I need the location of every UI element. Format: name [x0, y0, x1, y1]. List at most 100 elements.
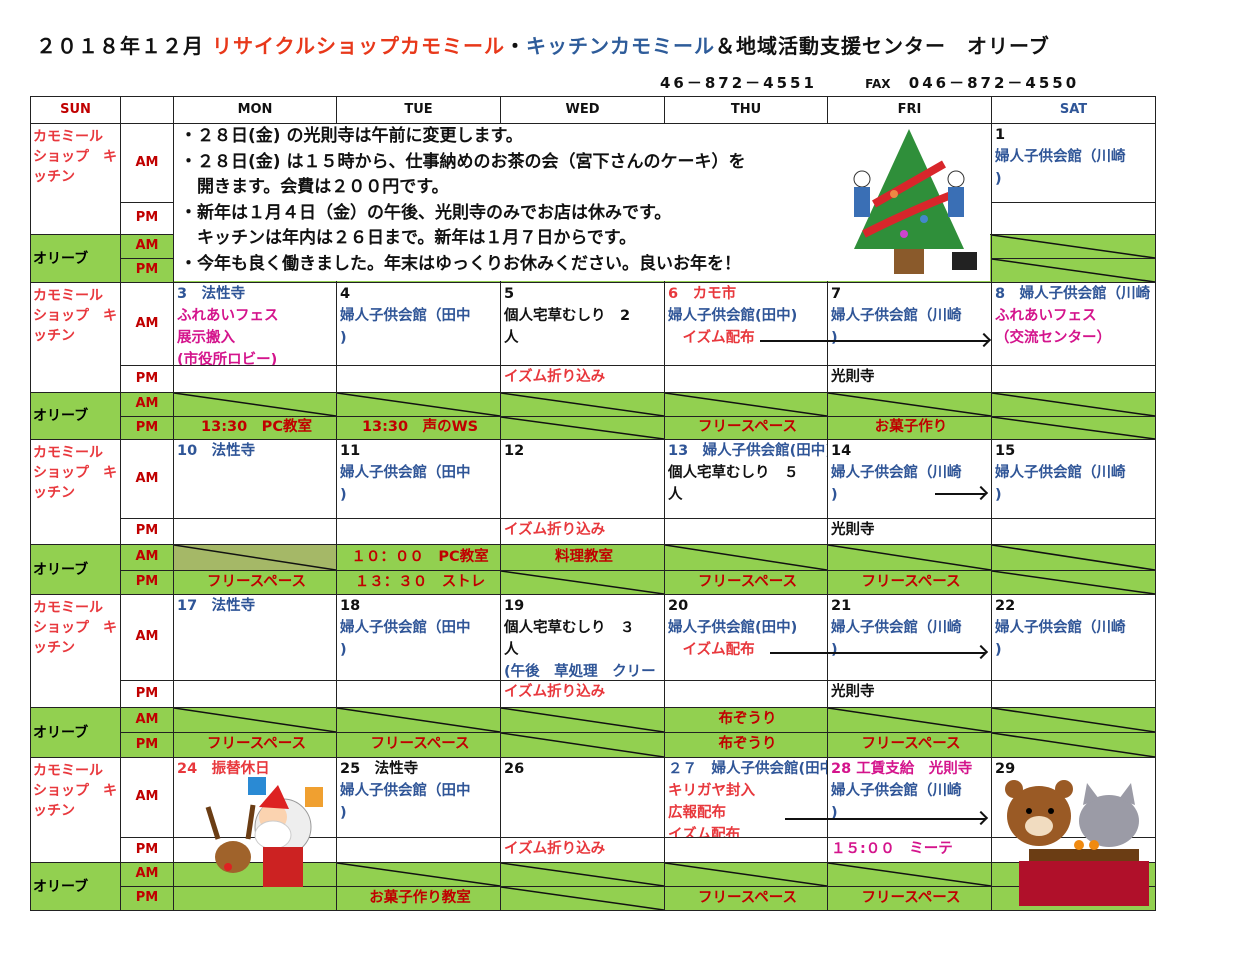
label-am: AM [120, 234, 174, 259]
not-scheduled-slash [992, 545, 1155, 570]
label-am: AM [120, 862, 174, 887]
olive-cell-pm: フリースペース [664, 570, 828, 595]
olive-cell-pm: 13:30 声のWS [336, 416, 501, 440]
olive-cell-pm [173, 886, 337, 911]
label-am: AM [120, 392, 174, 417]
day-entry: ) [995, 171, 1002, 187]
span-arrow [770, 652, 985, 654]
day-cell-am: 8 婦人子供会館（川崎 ふれあいフェス （交流センター） [991, 282, 1156, 366]
notice-line: ・新年は１月４日（金）の午後、光則寺のみでお店は休みです。 [180, 202, 672, 223]
day-entry: ) [995, 487, 1002, 503]
day-entry: ２７ 婦人子供会館(田中) [668, 761, 828, 777]
day-cell-am: 11 婦人子供会館（田中) [336, 439, 501, 519]
day-cell-pm [664, 680, 828, 708]
label-am: AM [120, 594, 174, 681]
olive-cell-am [664, 544, 828, 571]
day-entry: 婦人子供会館（川崎 [831, 620, 962, 636]
day-entry: 婦人子供会館（川崎 [831, 465, 962, 481]
day-entry: 人 [504, 330, 519, 346]
day-entry: 光則寺 [831, 684, 875, 700]
title-center: ＆地域活動支援センター オリーブ [714, 34, 1050, 58]
day-cell-am: 6 カモ市 婦人子供会館(田中) イズム配布 [664, 282, 828, 366]
day-cell-am: 1 婦人子供会館（川崎) [991, 123, 1156, 203]
olive-cell-pm: フリースペース [664, 886, 828, 911]
christmas-tree-illustration [853, 129, 977, 274]
day-entry: 21 [831, 598, 852, 614]
not-scheduled-slash [665, 863, 827, 886]
day-entry: 5 [504, 286, 515, 302]
label-am: AM [120, 123, 174, 203]
day-entry: 28 工賃支給 光則寺 [831, 761, 973, 777]
not-scheduled-slash [992, 571, 1155, 594]
olive-cell-am [173, 862, 337, 887]
day-entry: 3 法性寺 [177, 286, 246, 302]
olive-cell-am [991, 544, 1156, 571]
title-separator: ・ [504, 34, 526, 58]
header-tue: TUE [336, 96, 501, 124]
not-scheduled-slash [501, 733, 664, 757]
day-cell-pm [991, 680, 1156, 708]
olive-cell-pm: フリースペース [664, 416, 828, 440]
olive-cell-pm: フリースペース [336, 732, 501, 758]
row-label-kamomile: カモミール ショップ キッチン [30, 594, 121, 708]
olive-cell-pm [500, 732, 665, 758]
day-entry: 22 [995, 598, 1016, 614]
notice-line: ・２８日(金) は１５時から、仕事納めのお茶の会（宮下さんのケーキ）を [180, 151, 746, 172]
olive-cell-am [336, 707, 501, 733]
day-entry: ふれあいフェス [995, 308, 1097, 324]
day-cell-pm [173, 518, 337, 545]
label-pm: PM [120, 518, 174, 545]
span-arrow [935, 493, 985, 495]
not-scheduled-slash [337, 393, 500, 416]
olive-cell-am [827, 544, 992, 571]
day-cell-am: 26 [500, 757, 665, 838]
day-cell-pm [991, 202, 1156, 235]
not-scheduled-slash [828, 545, 991, 570]
day-entry: １５:００ ミーテ [831, 841, 953, 857]
day-entry: 展示搬入 [177, 330, 235, 346]
day-entry: (市役所ロビー) [177, 352, 278, 366]
day-entry: ) [995, 642, 1002, 658]
label-pm: PM [120, 365, 174, 393]
page-title: ２０１８年１２月 リサイクルショップカモミール・キッチンカモミール＆地域活動支援… [36, 30, 1050, 59]
day-entry: 6 カモ市 [668, 286, 737, 302]
day-cell-pm [991, 365, 1156, 393]
olive-entry: 布ぞうり [718, 736, 777, 752]
olive-entry: フリースペース [861, 890, 961, 906]
row-label-olive: オリーブ [30, 392, 121, 440]
olive-cell-pm: お菓子作り [827, 416, 992, 440]
day-entry: 個人宅草むしり ５ [668, 465, 799, 481]
day-entry: ) [831, 487, 838, 503]
day-cell-pm: イズム折り込み [500, 365, 665, 393]
not-scheduled-slash [337, 863, 500, 886]
day-cell-am: 25 法性寺 婦人子供会館（田中) [336, 757, 501, 838]
day-cell-pm [664, 365, 828, 393]
olive-cell-am [664, 392, 828, 417]
olive-entry: お菓子作り教室 [369, 890, 471, 906]
olive-cell-pm: フリースペース [827, 886, 992, 911]
day-cell-am: 13 婦人子供会館(田中) 個人宅草むしり ５ 人 [664, 439, 828, 519]
label-pm: PM [120, 837, 174, 863]
day-entry: キリガヤ封入 [668, 783, 755, 799]
day-cell-pm [336, 680, 501, 708]
day-entry: （交流センター） [995, 330, 1111, 346]
day-entry: ) [831, 642, 838, 658]
header-sat: SAT [991, 96, 1156, 124]
olive-cell-am [336, 862, 501, 887]
olive-cell-am: １０：００ PC教室 [336, 544, 501, 571]
olive-cell-pm [500, 416, 665, 440]
olive-cell-pm [500, 570, 665, 595]
day-entry: 人 [504, 642, 519, 658]
olive-cell-am [827, 392, 992, 417]
olive-cell-pm: フリースペース [827, 570, 992, 595]
day-entry: 婦人子供会館（田中 [340, 465, 471, 481]
notice-line: 開きます。会費は２００円です。 [180, 177, 449, 197]
not-scheduled-slash [992, 235, 1155, 258]
olive-entry: 13:30 声のWS [361, 419, 479, 435]
day-entry: 婦人子供会館（田中 [340, 308, 471, 324]
day-entry: 17 法性寺 [177, 598, 256, 614]
day-entry: 10 法性寺 [177, 443, 256, 459]
day-cell-am: 22 婦人子供会館（川崎) [991, 594, 1156, 681]
label-pm: PM [120, 680, 174, 708]
day-entry: 婦人子供会館（田中 [340, 783, 471, 799]
